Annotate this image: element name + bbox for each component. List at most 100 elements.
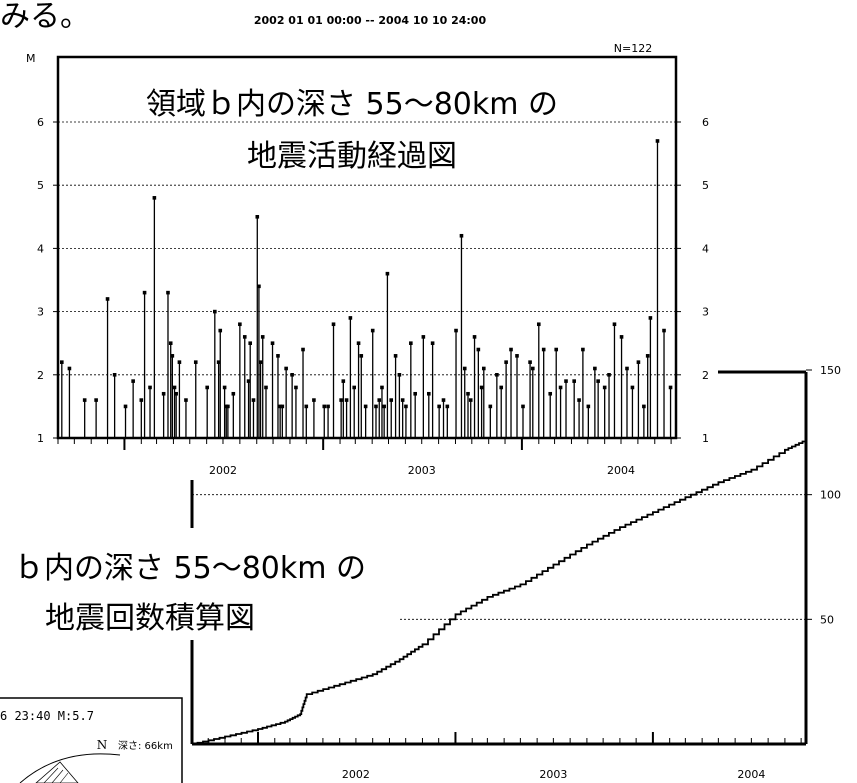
magnitude-event-marker	[400, 398, 405, 402]
magnitude-event-marker	[257, 284, 261, 289]
mechanism-beachball-outline	[19, 753, 121, 783]
magnitude-event-marker	[251, 398, 256, 402]
magnitude-event-marker	[409, 341, 413, 345]
magnitude-event-marker	[468, 398, 473, 402]
magnitude-event-marker	[404, 404, 408, 409]
magnitude-event-marker	[495, 373, 499, 377]
magnitude-event-marker	[322, 404, 327, 409]
magnitude-event-marker	[374, 404, 378, 409]
magnitude-event-marker	[488, 404, 493, 409]
magnitude-event-marker	[331, 322, 336, 327]
magnitude-event-marker	[359, 354, 364, 358]
magnitude-x-tick-label: 2003	[408, 464, 436, 477]
cumulative-title-line2: 地震回数積算図	[45, 601, 255, 636]
magnitude-event-marker	[218, 328, 223, 333]
magnitude-event-marker	[476, 347, 481, 352]
magnitude-event-marker	[397, 373, 402, 377]
magnitude-event-marker	[356, 341, 361, 345]
magnitude-event-marker	[445, 404, 450, 409]
cumulative-y-ticks: 50 100 150	[806, 364, 841, 626]
magnitude-event-marker	[344, 398, 349, 402]
magnitude-event-marker	[60, 360, 64, 364]
magnitude-event-marker	[280, 404, 285, 409]
cumulative-count-line	[192, 439, 807, 745]
magnitude-event-marker	[255, 215, 260, 219]
cumulative-title-line1: ｂ内の深さ 55～80km の	[14, 551, 366, 586]
magnitude-event-marker	[94, 398, 98, 402]
magnitude-event-marker	[593, 366, 597, 371]
magnitude-event-marker	[596, 379, 600, 383]
magnitude-tick-label-left: 6	[37, 116, 44, 129]
magnitude-event-marker	[581, 347, 585, 352]
magnitude-event-marker	[105, 297, 110, 301]
magnitude-tick-label-left: 4	[37, 242, 44, 255]
magnitude-event-marker	[123, 404, 128, 409]
magnitude-event-marker	[290, 373, 294, 377]
magnitude-tick-label-left: 3	[37, 306, 44, 319]
cumulative-x-ticks: 2002 2003 2004	[191, 732, 802, 781]
mechanism-hatch-1	[43, 767, 59, 783]
magnitude-event-marker	[389, 398, 394, 402]
magnitude-event-marker	[602, 385, 607, 390]
magnitude-event-marker	[612, 322, 617, 327]
magnitude-event-marker	[413, 391, 417, 396]
focal-mechanism-panel: 6 23:40 M:5.7 N 深さ: 66km	[0, 697, 183, 783]
magnitude-event-marker	[222, 385, 227, 390]
magnitude-tick-label-right: 3	[702, 306, 709, 319]
magnitude-event-marker	[499, 385, 504, 390]
magnitude-event-marker	[82, 398, 87, 402]
magnitude-event-marker	[645, 354, 650, 358]
magnitude-event-marker	[363, 404, 368, 409]
magnitude-event-marker	[380, 385, 384, 390]
magnitude-event-marker	[142, 290, 147, 295]
magnitude-event-marker	[161, 391, 166, 396]
magnitude-event-marker	[339, 398, 343, 402]
magnitude-event-marker	[258, 360, 263, 364]
magnitude-event-marker	[242, 335, 247, 339]
magnitude-event-marker	[625, 366, 629, 371]
magnitude-event-marker	[648, 316, 653, 320]
magnitude-event-marker	[278, 404, 282, 409]
magnitude-event-marker	[264, 385, 268, 390]
magnitude-event-marker	[662, 328, 666, 333]
magnitude-event-marker	[172, 385, 177, 390]
magnitude-event-marker	[216, 360, 221, 364]
magnitude-event-marker	[515, 354, 519, 358]
magnitude-event-marker	[630, 385, 635, 390]
magnitude-event-marker	[454, 328, 458, 333]
magnitude-event-marker	[577, 398, 581, 402]
magnitude-event-marker	[284, 366, 288, 371]
magnitude-event-marker	[139, 398, 144, 402]
magnitude-event-marker	[168, 341, 173, 345]
magnitude-event-marker	[619, 335, 624, 339]
magnitude-event-marker	[466, 391, 470, 396]
cumulative-x-tick-label: 2004	[737, 768, 765, 781]
cumulative-chart: 50 100 150 2002 2003 2004 ｂ内の深さ 55～80km の 地震…	[14, 364, 841, 781]
magnitude-tick-label-right: 5	[702, 179, 709, 192]
magnitude-event-marker	[301, 347, 305, 352]
magnitude-event-marker	[536, 322, 541, 327]
magnitude-event-marker	[427, 391, 431, 396]
magnitude-event-marker	[564, 379, 568, 383]
mechanism-depth-label: 深さ: 66km	[118, 740, 173, 752]
magnitude-event-marker	[430, 341, 435, 345]
magnitude-event-marker	[260, 335, 265, 339]
magnitude-x-ticks: 2002 2003 2004	[57, 438, 672, 477]
magnitude-title-line2: 地震活動経過図	[247, 139, 457, 174]
magnitude-event-marker	[504, 360, 508, 364]
magnitude-event-marker	[177, 360, 182, 364]
magnitude-x-tick-label: 2002	[209, 464, 237, 477]
magnitude-event-marker	[193, 360, 198, 364]
magnitude-event-marker	[352, 385, 357, 390]
magnitude-event-marker	[131, 379, 135, 383]
magnitude-bars	[60, 139, 673, 438]
magnitude-event-marker	[166, 290, 170, 295]
magnitude-event-marker	[148, 385, 152, 390]
magnitude-event-marker	[341, 379, 346, 383]
magnitude-event-marker	[276, 354, 280, 358]
magnitude-y-ticks-right: 1 2 3 4 5 6	[676, 116, 709, 445]
magnitude-y-ticks-left: 1 2 3 4 5 6	[37, 116, 58, 445]
magnitude-event-marker	[481, 366, 486, 371]
magnitude-event-marker	[152, 196, 157, 200]
